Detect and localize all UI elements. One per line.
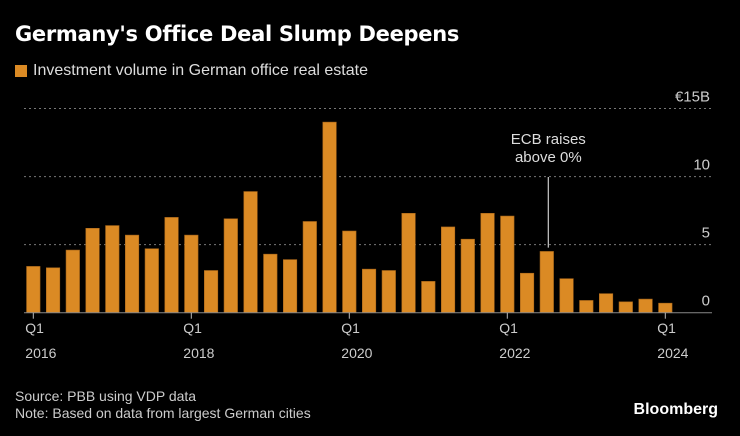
bar xyxy=(342,230,357,314)
bar xyxy=(144,248,159,313)
bar xyxy=(125,234,140,314)
bar xyxy=(598,293,614,313)
bloomberg-logo: Bloomberg xyxy=(633,401,718,418)
bar xyxy=(440,226,456,314)
bar xyxy=(381,270,396,313)
chart-title: Germany's Office Deal Slump Deepens xyxy=(15,22,460,46)
y-tick-label: €15B xyxy=(675,89,710,106)
x-tick-label: Q1 xyxy=(183,320,202,336)
bar xyxy=(65,249,80,313)
x-tick-year: 2020 xyxy=(341,345,372,361)
bar xyxy=(638,298,653,314)
x-tick-year: 2024 xyxy=(657,345,688,361)
bar xyxy=(85,227,100,313)
bar xyxy=(658,302,673,313)
annotation-text: above 0% xyxy=(515,149,582,166)
bar xyxy=(204,270,219,313)
bar xyxy=(263,253,278,314)
bar xyxy=(105,225,120,313)
x-tick-label: Q1 xyxy=(657,320,676,336)
bar xyxy=(480,213,495,313)
bar xyxy=(164,217,179,313)
footnote: Note: Based on data from largest German … xyxy=(15,405,311,421)
y-tick-label: 10 xyxy=(693,157,710,174)
bar xyxy=(500,215,515,313)
legend: Investment volume in German office real … xyxy=(15,62,368,80)
y-tick-label: 5 xyxy=(702,225,710,242)
legend-swatch xyxy=(15,65,27,77)
bar xyxy=(421,281,436,314)
bar xyxy=(460,238,475,314)
bar xyxy=(559,278,574,313)
bar xyxy=(519,272,535,314)
source-note: Source: PBB using VDP data xyxy=(15,388,197,404)
bar xyxy=(618,301,633,313)
bar xyxy=(322,121,337,314)
x-tick-year: 2016 xyxy=(25,345,56,361)
x-tick-year: 2018 xyxy=(183,345,214,361)
y-tick-label: 0 xyxy=(702,293,710,310)
bar xyxy=(184,234,199,314)
legend-label: Investment volume in German office real … xyxy=(33,62,368,79)
bar xyxy=(26,266,41,314)
x-tick-label: Q1 xyxy=(25,320,44,336)
bar xyxy=(401,213,416,313)
bar xyxy=(223,218,238,314)
bar xyxy=(45,267,61,314)
x-tick-year: 2022 xyxy=(499,345,530,361)
bar xyxy=(282,259,298,314)
bar xyxy=(302,221,317,313)
bar xyxy=(361,268,377,313)
bar xyxy=(243,191,258,314)
x-tick-label: Q1 xyxy=(341,320,360,336)
x-tick-label: Q1 xyxy=(499,320,518,336)
bar xyxy=(579,300,594,313)
annotation-text: ECB raises xyxy=(511,131,586,148)
bar xyxy=(539,251,554,314)
